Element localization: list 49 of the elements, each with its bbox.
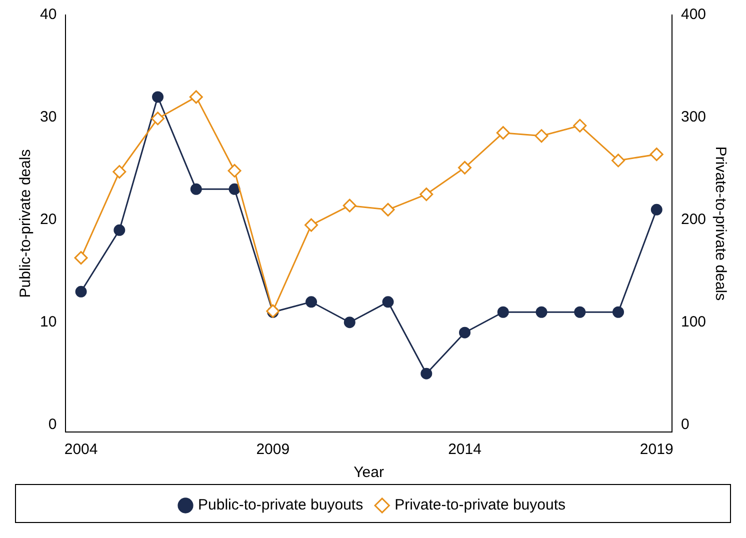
point [151,112,165,126]
y-tick-label: 20 [40,211,57,228]
point [306,296,318,308]
point [228,164,242,178]
point [574,306,586,318]
point [612,154,625,168]
y2-tick-label: 400 [680,6,706,24]
point [536,306,548,318]
point [459,326,471,338]
point [650,204,662,216]
point [344,316,356,328]
y2-tick-label: 100 [680,314,706,331]
point [497,306,509,318]
x-tick-label: 2019 [640,441,674,458]
point [458,160,472,174]
x-axis-title: Year [354,464,384,482]
x-tick-label: 2014 [448,441,482,458]
y2-tick-label: 300 [680,108,706,126]
point [612,306,624,318]
x-tick-label: 2009 [256,441,290,458]
point [228,183,240,195]
point [75,286,87,298]
point [496,126,510,140]
point [342,198,356,212]
point [420,368,432,380]
point [304,218,318,232]
legend-label: Private-to-private buyouts [394,496,566,514]
y2-tick-label: 0 [680,416,690,433]
point [190,183,202,195]
y-tick-label: 30 [40,108,57,126]
y-axis-title: Public-to-private deals [17,149,34,298]
point [534,129,548,143]
point [189,90,203,104]
y-tick-label: 40 [40,6,57,24]
legend-label: Public-to-private buyouts [198,496,364,514]
point [573,118,587,132]
y-tick-label: 10 [40,314,57,331]
point [114,224,126,236]
point [650,148,664,162]
point [152,91,164,103]
y2-axis-title: Private-to-private deals [712,146,729,301]
point [382,296,394,308]
y2-tick-label: 200 [680,211,706,228]
point [112,165,126,179]
point [381,202,395,216]
point [74,251,88,265]
x-tick-label: 2004 [64,441,98,458]
point [420,188,434,202]
y-tick-label: 0 [48,416,57,433]
